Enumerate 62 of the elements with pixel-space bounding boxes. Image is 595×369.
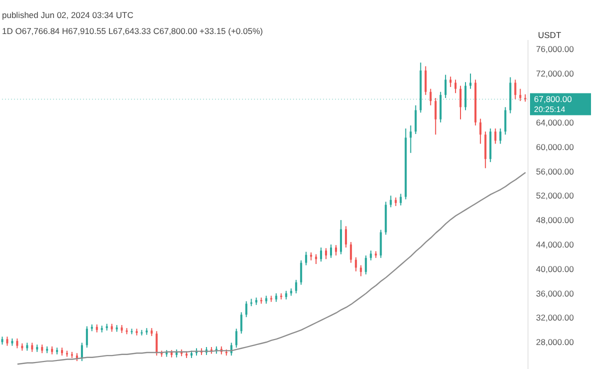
chart-subtitle: 1D O67,766.84 H67,910.55 L67,643.33 C67,800.00 +33.15 (+0.05%) [2, 26, 263, 36]
y-tick-label: 40,000.00 [536, 264, 574, 274]
candlestick [434, 97, 437, 136]
y-tick-label: 44,000.00 [536, 240, 574, 250]
candlestick [410, 124, 412, 154]
candlestick [454, 79, 457, 94]
candlestick [240, 312, 242, 334]
text: 20:25:14 [534, 105, 566, 114]
candlestick [469, 73, 472, 90]
candlestick [430, 88, 432, 106]
candlestick [315, 254, 318, 265]
candlestick [479, 118, 482, 144]
candlestick [504, 106, 506, 136]
y-axis-title: USDT [538, 30, 562, 40]
candlestick [80, 342, 83, 362]
candlestick [350, 242, 352, 264]
candlestick [354, 256, 357, 272]
y-tick-label: 36,000.00 [536, 288, 574, 298]
chart-title: published Jun 02, 2024 03:34 UTC [2, 10, 134, 20]
candlestick [295, 279, 298, 294]
candlestick [360, 264, 362, 277]
candlestick [16, 338, 18, 349]
candlestick [340, 220, 342, 255]
candlestick [320, 247, 322, 262]
candlestick [235, 328, 238, 348]
candlestick [6, 336, 8, 346]
ref-line-label: 67,800.00 [534, 94, 572, 104]
candlestick [460, 85, 462, 120]
candlestick [400, 193, 402, 206]
y-tick-label: 72,000.00 [536, 68, 574, 79]
y-tick-label: 76,000.00 [536, 44, 574, 54]
candlestick [245, 300, 248, 318]
candlestick [364, 254, 367, 275]
candlestick [334, 244, 337, 256]
candlestick [300, 260, 302, 286]
candlestick [31, 342, 34, 352]
y-tick-label: 28,000.00 [536, 337, 574, 348]
candlestick [414, 104, 417, 134]
y-tick-label: 60,000.00 [536, 142, 574, 152]
line-series [16, 172, 526, 365]
candlestick [450, 76, 452, 88]
candlestick [370, 250, 372, 261]
candlestick [330, 244, 332, 258]
y-tick-label: 32,000.00 [536, 312, 574, 323]
candlestick [499, 128, 502, 144]
candlestick [390, 195, 392, 208]
y-tick-label: 48,000.00 [536, 215, 574, 226]
y-tick-label: 52,000.00 [536, 190, 574, 201]
candlestick [519, 88, 522, 102]
y-tick-label: 64,000.00 [536, 117, 574, 128]
candlestick [464, 82, 466, 111]
y-tick-label: 56,000.00 [536, 166, 574, 176]
candlestick [344, 226, 347, 248]
candlestick [325, 248, 328, 260]
candlestick [424, 66, 427, 96]
candlestick [494, 128, 496, 144]
candlestick [444, 74, 447, 98]
candlestick [514, 79, 516, 100]
candlestick [380, 229, 382, 258]
candlestick [156, 330, 158, 356]
candlestick [86, 326, 88, 348]
candlestick [305, 251, 308, 266]
